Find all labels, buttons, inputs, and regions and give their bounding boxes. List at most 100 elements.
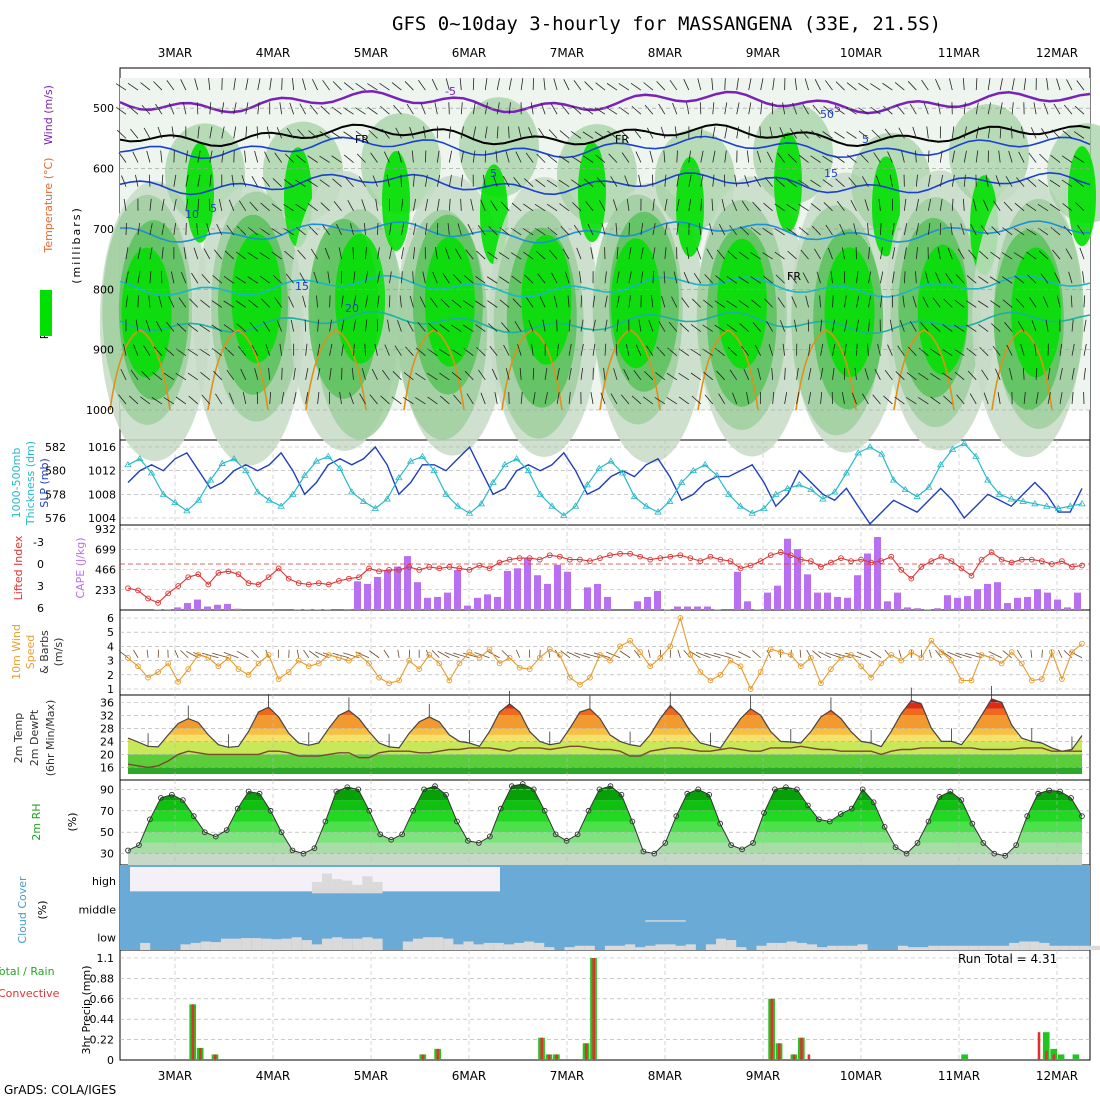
wind-barb <box>561 104 570 115</box>
wind-barb <box>652 247 656 260</box>
wind-speed-line-point <box>787 652 794 658</box>
wind-barb <box>700 174 704 187</box>
wind-barb <box>523 251 534 260</box>
cloud-bar <box>200 941 211 950</box>
wind-barb <box>193 247 199 260</box>
wind-barb <box>673 271 678 284</box>
wind-barb <box>363 222 366 235</box>
wind-barb <box>1011 78 1015 91</box>
wind-barb <box>1053 103 1061 115</box>
wind-barb <box>1071 319 1074 332</box>
wind-barb <box>804 78 809 91</box>
wind-barb <box>1054 272 1061 284</box>
wind-barb <box>415 372 426 381</box>
isotherm-label: 15 <box>824 167 838 180</box>
wind-barb <box>898 127 905 139</box>
wind-barb <box>480 199 486 211</box>
wind-barb <box>987 126 991 139</box>
wind-barb <box>907 81 917 91</box>
thickness-tick: 580 <box>45 465 66 478</box>
wind-speed-line-point <box>717 671 724 678</box>
isotherm-line <box>119 171 1091 196</box>
wind-left-label: & Barbs <box>38 630 51 674</box>
rh-line-point <box>772 786 778 793</box>
wind-barb <box>1015 298 1025 308</box>
cape-bar <box>344 609 351 610</box>
wind-barb <box>201 273 211 284</box>
wind-barb-10m <box>870 650 882 659</box>
wind-barb <box>823 202 833 212</box>
wind-barb <box>941 348 953 357</box>
wind-speed-line-point <box>918 654 925 661</box>
wind-barb <box>1006 344 1013 356</box>
wind-barb <box>603 367 606 380</box>
wind-barb <box>544 392 548 405</box>
cape-tick: 699 <box>95 543 116 556</box>
lifted-index-line-point <box>426 564 433 570</box>
wind-barb <box>369 394 378 405</box>
temp-left-label: 2m DewPt <box>28 709 41 766</box>
rh-shade <box>424 236 475 367</box>
rh-line-point <box>125 847 131 854</box>
cloud-bar <box>372 882 383 894</box>
wind-barb <box>284 153 294 163</box>
wind-barb <box>841 247 845 260</box>
wind-barb <box>439 348 450 357</box>
rh-line-point <box>673 813 680 819</box>
wind-barb <box>254 150 259 163</box>
wind-barb <box>125 295 129 308</box>
wind-speed-line-point <box>617 643 623 650</box>
wind-barb <box>979 346 989 356</box>
wind-barb <box>161 198 165 211</box>
cape-bar <box>1024 596 1031 610</box>
wind-barb <box>780 320 785 332</box>
cape-bar <box>794 549 801 610</box>
lifted-index-line-point <box>336 578 342 584</box>
wind-barb <box>861 393 869 405</box>
wind-barb <box>1029 297 1037 308</box>
rh-band <box>128 810 1082 822</box>
wind-speed-tick: 4 <box>107 640 114 653</box>
cape-tick: 466 <box>95 564 116 577</box>
wind-barb <box>739 226 749 236</box>
thickness-line-point <box>348 488 356 495</box>
wind-barb <box>638 319 642 332</box>
wind-barb <box>1083 367 1086 380</box>
thickness-line-point <box>371 504 380 511</box>
wind-barb <box>1025 228 1037 236</box>
wind-barb <box>1063 104 1073 115</box>
wind-barb <box>356 153 366 163</box>
rh-line-point <box>465 837 471 844</box>
wind-barb <box>487 323 498 332</box>
wind-barb <box>393 104 402 115</box>
wind-barb <box>560 225 570 236</box>
thickness-line-point <box>925 483 933 490</box>
wind-barb <box>538 128 546 139</box>
wind-barb <box>444 247 450 260</box>
wind-barb <box>517 344 522 356</box>
wind-barb <box>365 247 367 260</box>
wind-barb <box>633 128 642 139</box>
rh-shade <box>459 97 539 198</box>
wind-barb <box>499 299 510 308</box>
wind-barb <box>942 372 953 381</box>
cape-bar <box>674 606 681 610</box>
rh-line-point <box>519 781 526 787</box>
wind-barb-10m <box>303 649 310 658</box>
wind-barb <box>453 394 462 405</box>
wind-barb-10m <box>560 650 571 659</box>
rh-line-point <box>761 810 767 816</box>
wind-barb-10m <box>118 650 129 659</box>
precip-conv-bar <box>213 1054 217 1060</box>
rh-line-point <box>300 850 307 857</box>
thickness-line-point <box>889 476 898 483</box>
wind-barb <box>1041 128 1049 139</box>
wind-barb <box>1037 203 1049 212</box>
cape-bar <box>1044 592 1051 610</box>
wind-barb <box>432 272 438 284</box>
wind-barb <box>975 126 979 139</box>
wind-barb <box>559 130 570 139</box>
wind-barb <box>343 154 354 163</box>
wind-barb <box>746 392 750 405</box>
wind-speed-line-point <box>125 654 131 661</box>
